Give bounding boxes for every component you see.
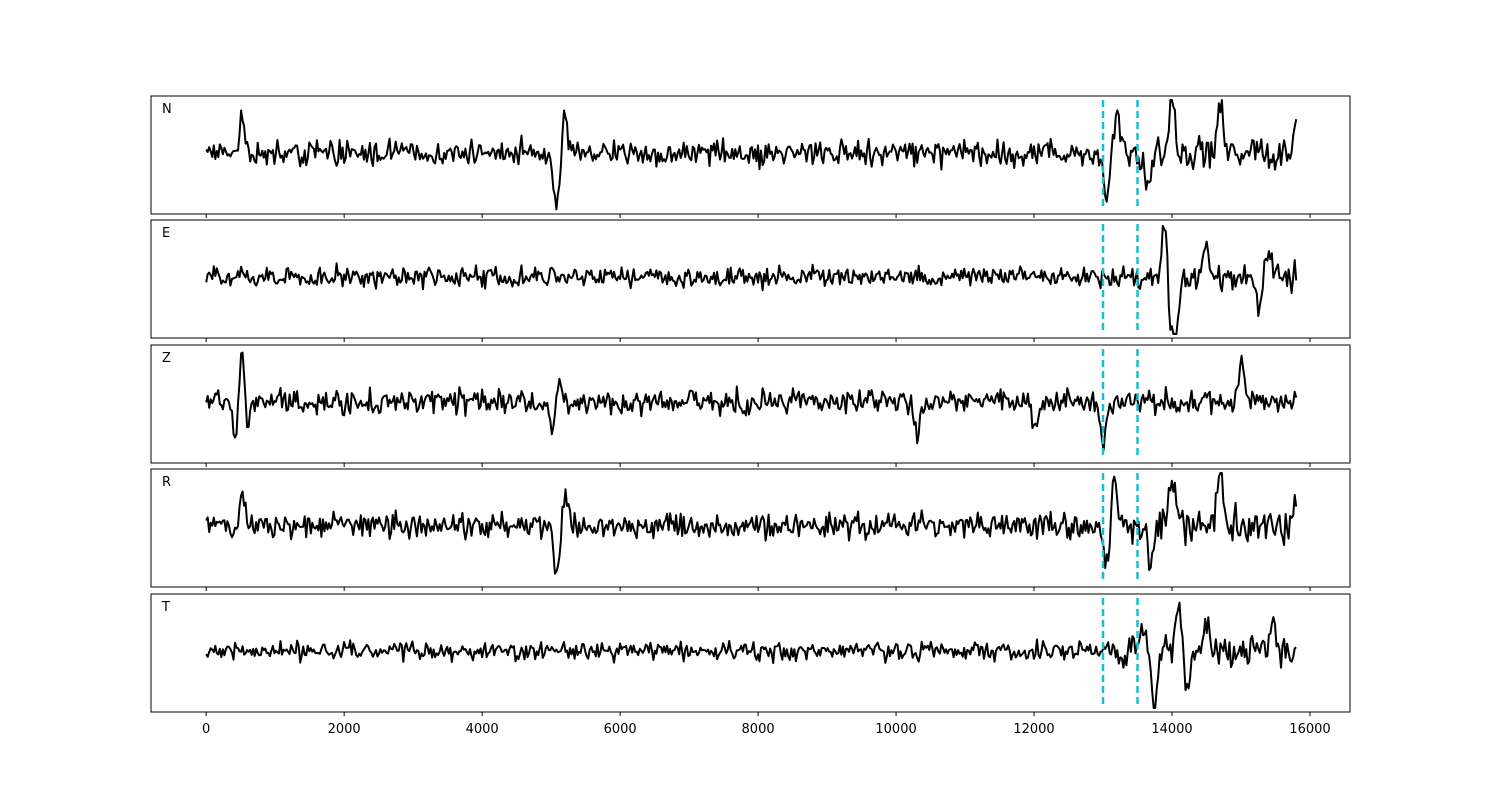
panel-frame [150, 344, 1351, 464]
panels: N E Z R T [150, 95, 1351, 716]
x-tick-label: 14000 [1151, 722, 1192, 737]
panel-label: Z [162, 351, 171, 366]
waveform-line [205, 601, 1297, 709]
x-axis: 0 2000 4000 6000 8000 10000 12000 14000 16000 [202, 722, 1331, 737]
panel-label: T [161, 600, 170, 615]
panel-frame [150, 593, 1351, 713]
panel-label: E [162, 226, 170, 241]
panel-label: N [162, 102, 172, 117]
panel-frame [150, 219, 1351, 339]
panel-r: R [150, 468, 1351, 591]
panel-label: R [162, 475, 171, 490]
x-tick-label: 6000 [604, 722, 637, 737]
panel-frame [150, 95, 1351, 215]
waveform-line [205, 224, 1298, 335]
x-tick-label: 0 [202, 722, 210, 737]
panel-n: N [150, 95, 1351, 218]
panel-frame [150, 468, 1351, 588]
panel-z: Z [150, 344, 1351, 467]
x-tick-label: 10000 [875, 722, 916, 737]
x-tick-label: 8000 [742, 722, 775, 737]
panel-e: E [150, 219, 1351, 342]
waveform-line [205, 472, 1298, 575]
x-tick-label: 12000 [1013, 722, 1054, 737]
waveform-line [205, 99, 1298, 211]
waveform-line [205, 351, 1298, 451]
x-tick-label: 2000 [328, 722, 361, 737]
panel-t: T [150, 593, 1351, 716]
x-tick-label: 4000 [466, 722, 499, 737]
x-tick-label: 16000 [1289, 722, 1330, 737]
